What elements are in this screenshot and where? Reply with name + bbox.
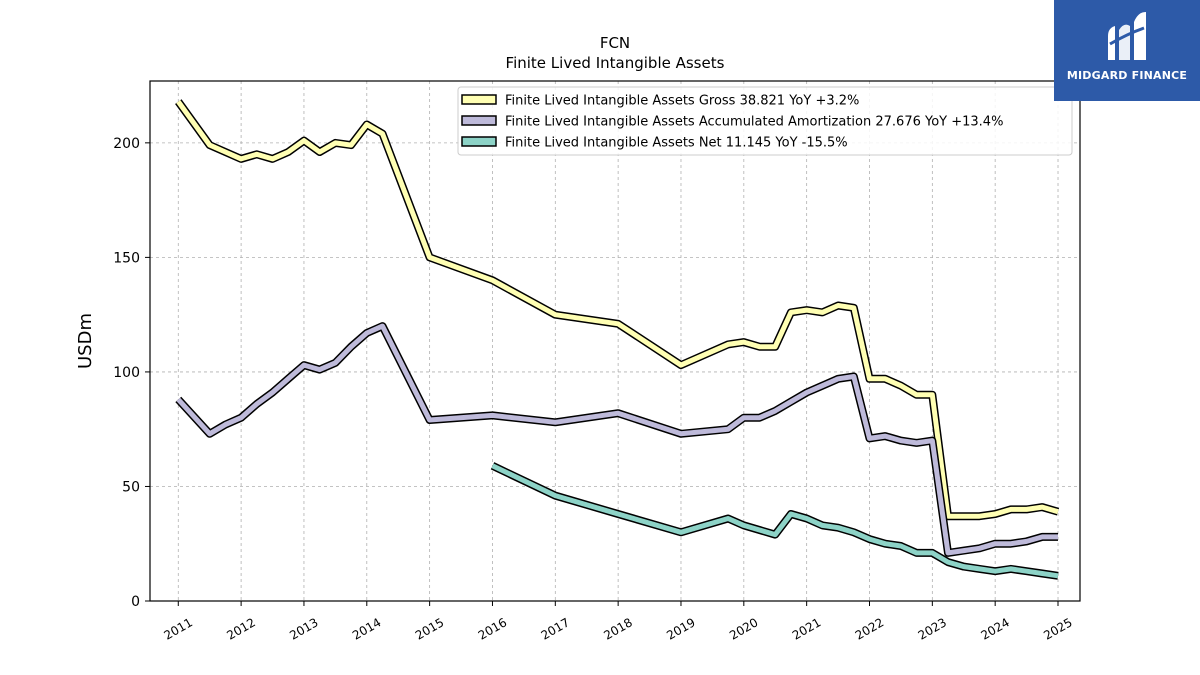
y-tick-label: 0 [131, 594, 140, 610]
x-tick-label: 2024 [978, 615, 1011, 642]
legend-label: Finite Lived Intangible Assets Accumulat… [505, 115, 1003, 130]
series-stroke [176, 100, 1059, 519]
series-line-3 [490, 462, 1059, 580]
x-tick-label: 2021 [790, 615, 823, 642]
x-tick-label: 2015 [413, 615, 446, 642]
x-tick-label: 2022 [853, 615, 886, 642]
x-tick-label: 2011 [162, 615, 195, 642]
legend-swatch [461, 94, 497, 105]
x-tick-label: 2018 [601, 615, 634, 642]
y-axis-label: USDm [75, 313, 96, 369]
legend-box [457, 86, 1073, 156]
y-tick-label: 50 [122, 479, 140, 495]
x-tick-label: 2014 [350, 615, 383, 642]
legend-label: Finite Lived Intangible Assets Gross 38.… [505, 94, 859, 109]
series-stroke [176, 323, 1058, 556]
midgard-logo-icon [1108, 12, 1146, 61]
x-tick-label: 2025 [1041, 615, 1074, 642]
series-outline [490, 462, 1059, 580]
series-stroke [491, 463, 1059, 579]
brand-logo: MIDGARD FINANCE [1054, 0, 1200, 101]
series-layer [175, 99, 1060, 580]
y-tick-label: 200 [113, 136, 140, 152]
legend: Finite Lived Intangible Assets Gross 38.… [457, 86, 1073, 156]
series-line-2 [175, 322, 1058, 557]
x-tick-label: 2017 [539, 615, 572, 642]
brand-name: MIDGARD FINANCE [1066, 69, 1188, 82]
chart-subtitle: Finite Lived Intangible Assets [506, 54, 725, 72]
chart-title: FCN [600, 34, 630, 52]
x-tick-label: 2012 [224, 615, 257, 642]
x-tick-label: 2020 [727, 615, 760, 642]
legend-label: Finite Lived Intangible Assets Net 11.14… [505, 136, 848, 151]
legend-swatch [461, 136, 497, 147]
tick-layer: 2011 2012 2013 2014 2015 2016 2017 2018 2019 2020… [113, 136, 1074, 643]
x-tick-label: 2023 [916, 615, 949, 642]
y-tick-label: 100 [113, 365, 140, 381]
plot-frame [149, 80, 1081, 602]
x-tick-label: 2016 [476, 615, 509, 642]
legend-swatch [461, 115, 497, 126]
series-line-1 [175, 99, 1060, 521]
x-tick-label: 2019 [664, 615, 697, 642]
y-tick-label: 150 [113, 250, 140, 266]
x-tick-label: 2013 [287, 615, 320, 642]
